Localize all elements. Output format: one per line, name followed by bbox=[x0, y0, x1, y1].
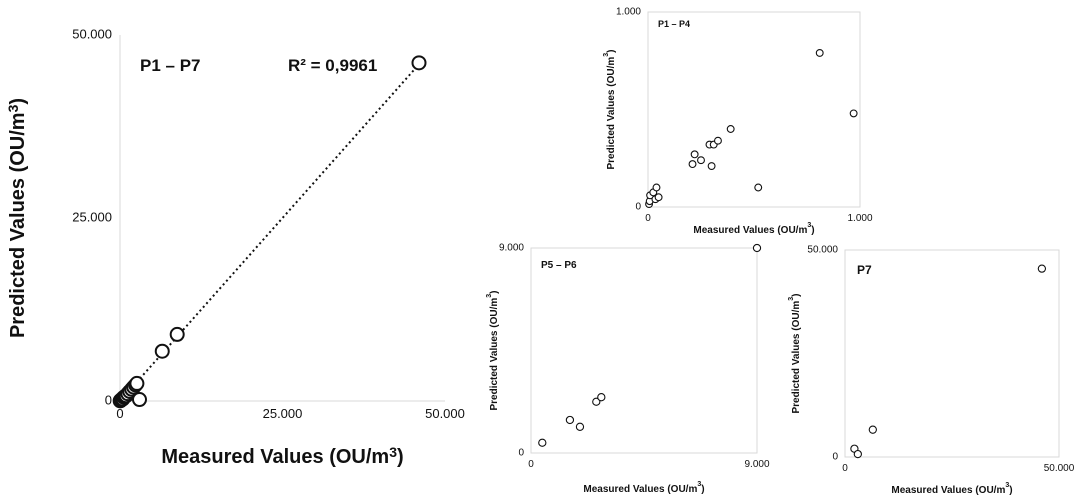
data-point bbox=[690, 150, 699, 159]
r-squared-annotation: R² = 0,9961 bbox=[288, 56, 377, 75]
data-point bbox=[754, 183, 763, 192]
data-point bbox=[169, 326, 185, 342]
plot-frame bbox=[647, 11, 861, 208]
y-tick-label: 0 bbox=[832, 452, 838, 463]
data-point bbox=[707, 162, 716, 171]
x-tick-label: 25.000 bbox=[263, 406, 303, 421]
x-axis-label-close: ) bbox=[811, 225, 814, 236]
data-point bbox=[654, 193, 663, 202]
y-axis-label: Predicted Values (OU/m3) bbox=[603, 49, 617, 169]
chart-p5p6: 0 9.000 0 9.000 P5 – P6 Measured Values (OU/m… bbox=[486, 243, 770, 495]
y-axis-label-superscript: 3 bbox=[603, 53, 610, 57]
y-axis-label-text: Predicted Values (OU/m bbox=[791, 301, 802, 414]
y-tick-label: 0 bbox=[518, 448, 524, 459]
y-axis-label-superscript: 3 bbox=[788, 297, 795, 301]
data-point bbox=[868, 425, 877, 434]
y-axis-label-text: Predicted Values (OU/m bbox=[7, 112, 29, 338]
y-axis-label-close: ) bbox=[489, 290, 500, 293]
chart-title: P1 – P4 bbox=[658, 19, 690, 29]
y-axis-label-close: ) bbox=[7, 98, 29, 105]
y-tick-label: 0 bbox=[105, 392, 112, 407]
data-point bbox=[154, 343, 170, 359]
data-point bbox=[129, 375, 145, 391]
data-point bbox=[714, 136, 722, 145]
data-point bbox=[853, 449, 862, 459]
y-tick-label: 1.000 bbox=[616, 7, 641, 18]
data-point bbox=[752, 243, 762, 253]
chart-p1p4: 0 1.000 0 1.000 P1 – P4 Measured Values (OU/m… bbox=[603, 7, 873, 236]
y-axis-label-text: Predicted Values (OU/m bbox=[489, 298, 500, 411]
data-point bbox=[697, 156, 705, 165]
chart-title: P5 – P6 bbox=[541, 260, 577, 271]
x-axis-label-superscript: 3 bbox=[807, 222, 811, 229]
x-axis-label-superscript: 3 bbox=[697, 481, 701, 488]
x-tick-label: 0 bbox=[116, 406, 123, 421]
data-point bbox=[849, 109, 858, 118]
plot-frame bbox=[844, 249, 1060, 458]
x-tick-label: 9.000 bbox=[744, 459, 769, 470]
x-tick-label: 0 bbox=[528, 459, 534, 470]
y-axis-label: Predicted Values (OU/m3) bbox=[486, 290, 500, 410]
trendline bbox=[119, 63, 420, 402]
x-axis-label-close: ) bbox=[1009, 485, 1012, 496]
y-axis-label: Predicted Values (OU/m3) bbox=[5, 98, 29, 338]
y-axis-label-text: Predicted Values (OU/m bbox=[606, 57, 617, 170]
data-point bbox=[538, 438, 547, 447]
y-axis-label-superscript: 3 bbox=[486, 294, 493, 298]
x-axis-label-superscript: 3 bbox=[1005, 482, 1009, 489]
y-tick-label: 25.000 bbox=[72, 209, 112, 224]
data-point bbox=[1037, 264, 1047, 273]
chart-main: 0 25.000 50.000 0 25.000 50.000 P1 – P7 R² = 0,… bbox=[5, 26, 465, 468]
plot-frame bbox=[530, 247, 758, 454]
x-axis-label-close: ) bbox=[397, 446, 404, 468]
x-tick-label: 50.000 bbox=[425, 406, 465, 421]
x-axis-label: Measured Values (OU/m3) bbox=[693, 222, 814, 236]
data-point bbox=[652, 183, 661, 192]
x-axis-label: Measured Values (OU/m3) bbox=[583, 481, 704, 495]
x-tick-label: 0 bbox=[842, 463, 848, 474]
y-axis-label-superscript: 3 bbox=[5, 104, 21, 112]
data-point bbox=[592, 397, 601, 406]
chart-title: P7 bbox=[857, 263, 872, 277]
y-tick-label: 50.000 bbox=[807, 245, 838, 256]
y-axis-label: Predicted Values (OU/m3) bbox=[788, 293, 802, 413]
x-axis-label-close: ) bbox=[701, 484, 704, 495]
data-point bbox=[597, 393, 606, 402]
x-tick-label: 50.000 bbox=[1044, 463, 1075, 474]
data-point bbox=[688, 160, 697, 169]
y-tick-label: 9.000 bbox=[499, 243, 524, 254]
x-tick-label: 1.000 bbox=[847, 213, 872, 224]
x-axis-label-text: Measured Values (OU/m bbox=[891, 485, 1005, 496]
x-axis-label: Measured Values (OU/m3) bbox=[891, 482, 1012, 496]
x-axis-label-text: Measured Values (OU/m bbox=[583, 484, 697, 495]
y-axis-label-close: ) bbox=[606, 49, 617, 52]
x-axis-label-text: Measured Values (OU/m bbox=[161, 446, 389, 468]
y-tick-label: 50.000 bbox=[72, 26, 112, 41]
x-axis-label: Measured Values (OU/m3) bbox=[161, 444, 403, 468]
data-point bbox=[411, 55, 427, 71]
data-point bbox=[575, 422, 585, 431]
x-axis-label-text: Measured Values (OU/m bbox=[693, 225, 807, 236]
data-point bbox=[726, 125, 735, 133]
data-point bbox=[565, 415, 575, 425]
x-tick-label: 0 bbox=[645, 213, 651, 224]
chart-title: P1 – P7 bbox=[140, 56, 201, 75]
data-point bbox=[815, 48, 824, 57]
data-point bbox=[132, 392, 147, 408]
y-tick-label: 0 bbox=[635, 202, 641, 213]
x-axis-label-superscript: 3 bbox=[389, 444, 397, 460]
y-axis-label-close: ) bbox=[791, 293, 802, 296]
